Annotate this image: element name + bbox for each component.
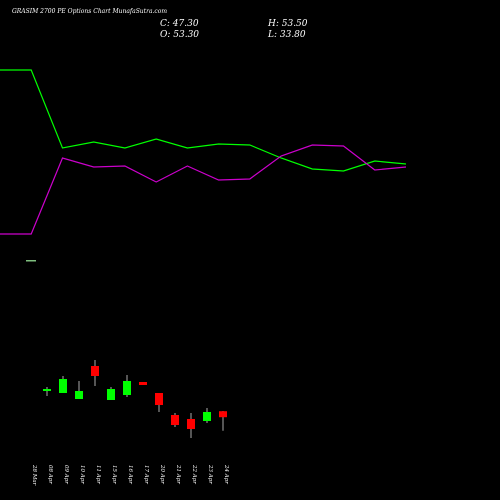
candle-body	[123, 381, 131, 395]
candle-body	[43, 389, 51, 391]
chart-title: GRASIM 2700 PE Options Chart MunafaSutra…	[12, 8, 167, 15]
x-tick-label: 21 Apr	[175, 464, 181, 484]
x-tick-label: 16 Apr	[127, 465, 133, 484]
candle-body	[107, 389, 115, 400]
x-tick-label: 23 Apr	[207, 464, 213, 484]
candle-body	[155, 393, 163, 405]
x-tick-label: 15 Apr	[111, 465, 117, 484]
candle-body	[75, 391, 83, 399]
x-tick-label: 22 Apr	[191, 464, 197, 484]
x-tick-label: 08 Apr	[47, 465, 53, 484]
x-tick-label: 20 Apr	[159, 464, 165, 484]
x-tick-label: 24 Apr	[223, 464, 229, 484]
x-tick-label: 17 Apr	[143, 465, 149, 484]
close-label: C: 47.30	[160, 19, 199, 29]
candle-body	[171, 415, 179, 425]
high-label: H: 53.50	[267, 19, 308, 29]
x-tick-label: 09 Apr	[63, 465, 69, 484]
candle-body	[59, 379, 67, 393]
indicator-line	[0, 144, 407, 235]
candle-body	[91, 366, 99, 376]
candle-body	[139, 382, 147, 385]
candle-body	[26, 260, 36, 262]
low-label: L: 33.80	[267, 30, 306, 40]
x-tick-label: 11 Apr	[95, 465, 101, 484]
x-tick-label: 10 Apr	[79, 465, 85, 484]
x-tick-label: 28 Mar	[31, 464, 37, 486]
candle-body	[219, 411, 227, 418]
candle-body	[203, 412, 211, 421]
open-label: O: 53.30	[160, 30, 199, 40]
candle-body	[187, 419, 195, 429]
indicator-line	[0, 69, 407, 172]
